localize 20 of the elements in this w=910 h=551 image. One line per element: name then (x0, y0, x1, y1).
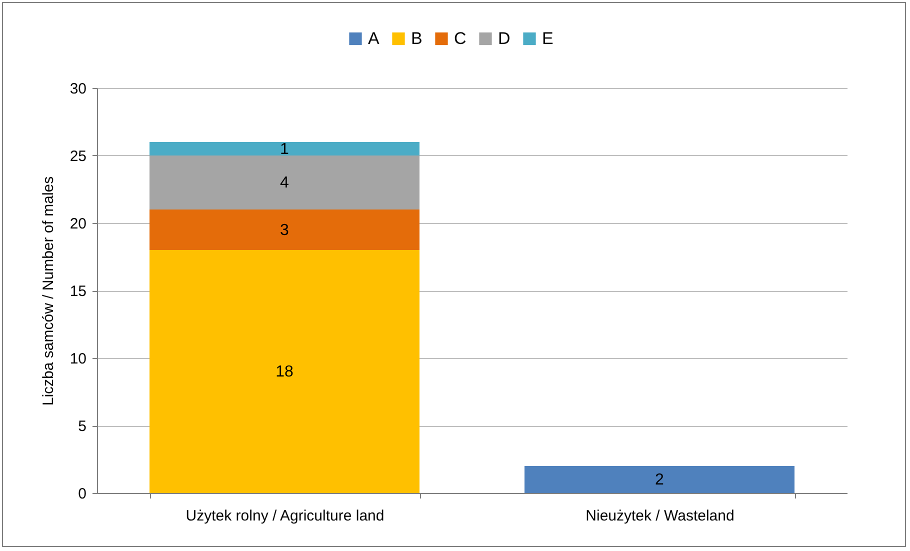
y-tick-label: 10 (70, 350, 86, 368)
legend-label: C (454, 28, 466, 48)
legend-label: E (542, 28, 554, 48)
y-tick-label: 5 (78, 418, 86, 435)
y-axis-title: Liczba samców / Number of males (40, 176, 57, 406)
y-tick-label: 25 (70, 148, 86, 165)
legend-label: B (411, 28, 422, 48)
x-tick-label: Nieużytek / Wasteland (586, 508, 734, 524)
data-label: 18 (276, 364, 294, 380)
data-label: 2 (655, 472, 664, 488)
data-label: 1 (280, 140, 290, 158)
y-tick-label: 15 (70, 283, 86, 300)
y-tick-label: 30 (70, 80, 86, 98)
data-label: 3 (280, 222, 290, 239)
y-tick-label: 0 (78, 486, 86, 502)
legend-label: A (368, 28, 380, 48)
y-tick-label: 20 (70, 216, 86, 232)
x-tick-label: Użytek rolny / Agriculture land (186, 508, 384, 524)
data-label: 4 (280, 174, 290, 192)
legend-label: D (498, 28, 510, 48)
